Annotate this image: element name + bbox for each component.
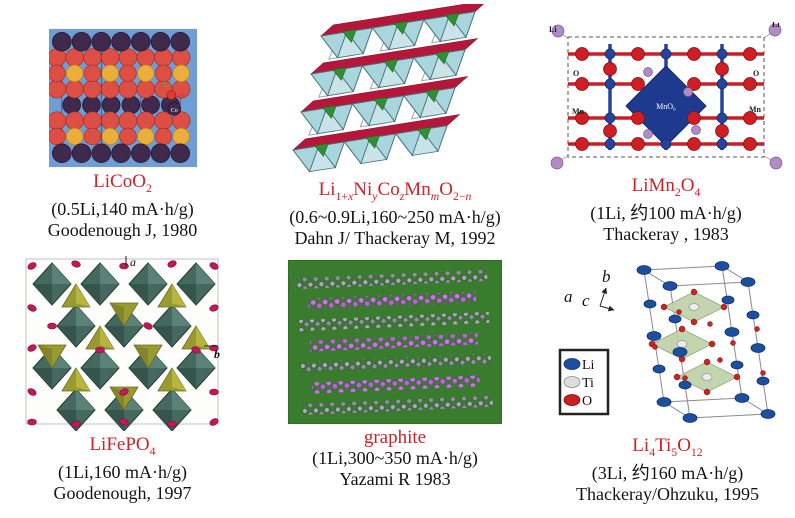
limn2o4-li-left-label: Li [549,25,557,34]
legend-o-icon [563,394,580,406]
lifepo4-b-axis-label: b [214,347,220,361]
licoo2-structure-image: Li O Co [48,28,197,168]
citation: Thackeray/Ohzuku, 1995 [576,483,759,504]
material-formula: Li4Ti5O12 [632,435,703,459]
material-formula: graphite [363,427,427,448]
capacity-note: (1Li, 约100 mA·h/g) [590,202,742,223]
licoo2-co-label: Co [170,108,177,114]
lifepo4-structure-image: a b [25,255,220,431]
limn2o4-mn-left-label: Mn [572,107,585,116]
panel-li4ti5o12: a c b Li Ti O Li4Ti5O12 (3Li, 约160 mA·h/… [540,252,795,505]
li4ti5o12-structure-image: a c b Li Ti O [558,261,775,423]
citation: Thackeray , 1983 [603,223,729,244]
material-formula: Li1+xNiyCozMnmO2−n [318,179,472,203]
limn2o4-o-left-label: O [573,69,579,78]
legend-ti-label: Ti [582,376,594,391]
limn2o4-mn-right-label: Mn [749,105,762,114]
legend-li-icon [563,358,580,370]
legend-ti-icon [563,376,580,388]
panel-limn2o4: MnO₆ Li [540,22,792,245]
panel-lifepo4: a b LiFePO4 (1Li,160 mA·h/g) Goodenough,… [5,254,240,504]
lifepo4-a-axis-label: a [130,255,136,269]
li4ti5o12-legend: Li Ti O [558,348,609,416]
li4ti5o12-a-axis-label: a [564,287,573,306]
capacity-note: (1Li,300~350 mA·h/g) [312,448,478,468]
limn2o4-structure-image: MnO₆ Li [549,22,783,170]
li4ti5o12-c-axis-label: c [582,291,590,310]
panel-layered-nmc: Li1+xNiyCozMnmO2−n (0.6~0.9Li,160~250 mA… [255,4,535,249]
legend-li-label: Li [582,358,595,373]
capacity-note: (1Li,160 mA·h/g) [58,461,187,482]
capacity-note: (0.5Li,140 mA·h/g) [51,198,194,219]
mno6-label: MnO₆ [656,102,676,111]
panel-licoo2: Li O Co LiCoO2 (0.5Li,140 mA·h/g) Gooden… [5,28,240,241]
citation: Yazami R 1983 [339,469,451,489]
material-formula: LiCoO2 [93,171,152,195]
material-formula: LiFePO4 [89,434,156,458]
licoo2-li-label: Li [163,80,171,89]
legend-o-label: O [582,394,592,409]
graphite-structure-image [288,260,502,424]
citation: Goodenough J, 1980 [47,219,198,240]
citation: Goodenough, 1997 [53,482,192,503]
licoo2-o-label: O [178,92,184,101]
material-formula: LiMn2O4 [631,175,701,199]
li4ti5o12-b-axis-label: b [602,267,611,286]
capacity-note: (3Li, 约160 mA·h/g) [591,462,744,483]
nmc-structure-image [291,4,494,175]
limn2o4-o-right-label: O [753,69,759,78]
citation: Dahn J/ Thackeray M, 1992 [294,227,496,248]
capacity-note: (0.6~0.9Li,160~250 mA·h/g) [289,206,501,227]
limn2o4-li-right-label: Li [772,22,780,29]
panel-graphite: graphite (1Li,300~350 mA·h/g) Yazami R 1… [255,260,535,490]
